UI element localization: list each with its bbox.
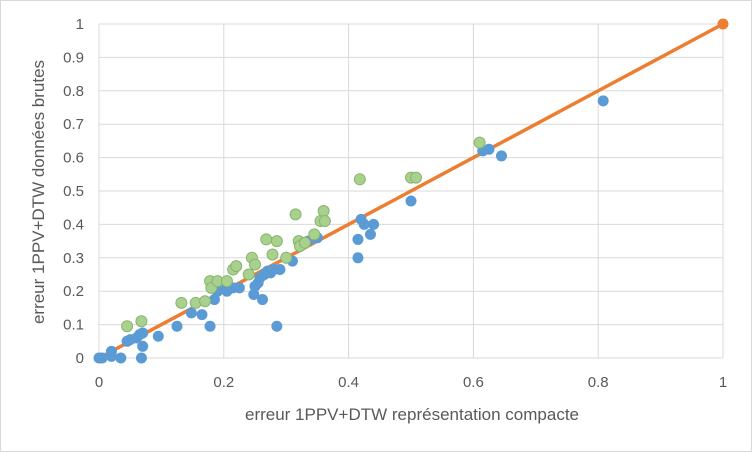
y-tick-label: 0.1	[63, 317, 84, 334]
y-tick-label: 0.2	[63, 283, 84, 300]
green-data-point	[318, 215, 331, 228]
green-data-point	[409, 171, 422, 184]
blue-data-point	[368, 218, 380, 230]
green-data-point	[230, 260, 243, 273]
green-data-point	[266, 248, 279, 261]
green-data-point	[249, 258, 261, 271]
blue-data-point	[358, 218, 370, 230]
green-data-point	[260, 233, 273, 246]
y-tick-label: 0.7	[63, 116, 84, 133]
green-data-point	[298, 236, 311, 249]
green-data-point	[353, 173, 366, 186]
blue-data-point	[271, 320, 283, 332]
green-data-point	[220, 275, 233, 288]
x-axis-title: erreur 1PPV+DTW représentation compacte	[245, 405, 579, 424]
y-axis-title: erreur 1PPV+DTW données brutes	[29, 60, 48, 324]
blue-data-point	[137, 327, 149, 339]
y-tick-label: 0.5	[63, 183, 84, 200]
points-layer	[93, 95, 609, 364]
blue-data-point	[256, 294, 268, 306]
green-data-point	[135, 315, 148, 328]
y-tick-label: 0.9	[63, 49, 84, 66]
blue-data-point	[233, 282, 245, 294]
green-data-point	[121, 320, 134, 333]
y-tick-label: 0.8	[63, 83, 84, 100]
reference-line-endpoint	[717, 18, 729, 30]
blue-data-point	[352, 252, 364, 264]
green-data-point	[308, 228, 321, 241]
blue-data-point	[137, 340, 149, 352]
tick-layer: 0 0.1 0.2 0.3 0.4 0.5 0.6 0.7 0.8 0.9 1 0 0.2 0.4 0.6 0…	[63, 16, 727, 391]
y-tick-label: 0.4	[63, 216, 84, 233]
blue-data-point	[196, 309, 208, 321]
blue-data-point	[597, 95, 609, 107]
blue-data-point	[105, 345, 117, 357]
blue-data-point	[248, 289, 260, 301]
x-tick-label: 0.4	[338, 374, 359, 391]
blue-data-point	[483, 143, 495, 155]
grid-layer	[98, 23, 724, 359]
y-tick-label: 0	[76, 350, 84, 367]
green-data-point	[317, 205, 330, 218]
x-tick-label: 0.2	[213, 374, 234, 391]
green-data-point	[270, 235, 283, 248]
y-tick-label: 0.3	[63, 250, 84, 267]
green-data-point	[199, 295, 212, 308]
blue-data-point	[364, 228, 376, 240]
green-data-point	[280, 251, 293, 264]
blue-data-point	[152, 330, 164, 342]
blue-data-point	[352, 233, 364, 245]
blue-data-point	[204, 320, 216, 332]
blue-data-point	[115, 352, 127, 364]
y-tick-label: 1	[76, 16, 84, 33]
green-data-point	[175, 296, 188, 309]
x-tick-label: 0.6	[463, 374, 484, 391]
blue-data-point	[185, 307, 197, 319]
blue-data-point	[135, 352, 147, 364]
green-data-point	[473, 136, 486, 149]
blue-data-point	[96, 352, 108, 364]
x-tick-label: 0.8	[588, 374, 609, 391]
blue-data-point	[208, 294, 220, 306]
blue-data-point	[405, 195, 417, 207]
blue-data-point	[495, 150, 507, 162]
x-tick-label: 1	[719, 374, 727, 391]
y-tick-label: 0.6	[63, 150, 84, 167]
x-tick-label: 0	[95, 374, 103, 391]
green-data-point	[289, 208, 302, 221]
blue-data-point	[274, 263, 286, 275]
green-data-point	[242, 268, 255, 281]
blue-data-point	[171, 320, 183, 332]
